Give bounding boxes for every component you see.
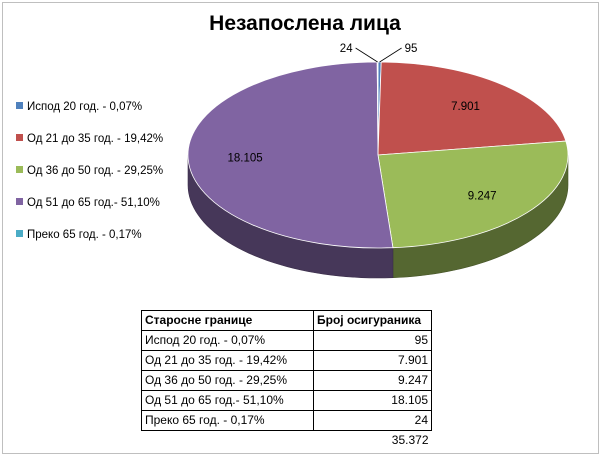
legend-item: Преко 65 год. - 0,17% [16, 228, 142, 242]
legend-swatch [16, 230, 23, 238]
table-row: Преко 65 год. - 0,17% 24 [141, 410, 432, 431]
header-insured-count: Број осигураника [313, 310, 432, 331]
data-label: 18.105 [228, 153, 263, 165]
row-value: 7.901 [313, 350, 432, 371]
legend-swatch [16, 198, 23, 206]
table-header-row: Старосне границе Број осигураника [141, 310, 432, 331]
data-label: 7.901 [451, 101, 480, 113]
row-label: Преко 65 год. - 0,17% [141, 410, 314, 431]
pie-slice [377, 140, 569, 249]
legend-swatch [16, 134, 23, 142]
legend-swatch [16, 102, 23, 110]
legend-swatch [16, 166, 23, 174]
label-leader-line [355, 47, 378, 63]
data-label: 9.247 [468, 190, 497, 202]
table-row: Испод 20 год. - 0,07% 95 [141, 330, 432, 351]
row-value: 24 [313, 410, 432, 431]
row-label: Од 36 до 50 год. - 29,25% [141, 370, 314, 391]
row-value: 95 [313, 330, 432, 351]
legend-item: Од 21 до 35 год. - 19,42% [16, 132, 163, 146]
data-label: 24 [340, 43, 353, 55]
row-label: Испод 20 год. - 0,07% [141, 330, 314, 351]
legend-item: Од 51 до 65 год.- 51,10% [16, 196, 160, 210]
pie-slice [377, 61, 567, 156]
data-label: 95 [405, 43, 418, 55]
legend-label: Од 36 до 50 год. - 29,25% [27, 165, 164, 177]
total-value: 35.372 [391, 433, 429, 447]
legend-label: Испод 20 год. - 0,07% [27, 101, 143, 113]
table-row: Од 21 до 35 год. - 19,42% 7.901 [141, 350, 432, 371]
legend-label: Преко 65 год. - 0,17% [27, 229, 142, 241]
pie-chart: 95 7.901 9.247 18.105 24 [187, 43, 569, 279]
total-label-cell [142, 431, 314, 451]
legend-label: Од 51 до 65 год.- 51,10% [27, 197, 160, 209]
table-row: Од 36 до 50 год. - 29,25% 9.247 [141, 370, 432, 391]
data-table: Старосне границе Број осигураника Испод … [141, 310, 432, 450]
chart-area [2, 2, 599, 454]
legend-item: Од 36 до 50 год. - 29,25% [16, 164, 163, 178]
label-leader-line [379, 47, 402, 63]
row-label: Од 51 до 65 год.- 51,10% [141, 390, 314, 411]
row-value: 9.247 [313, 370, 432, 391]
table-row: Од 51 до 65 год.- 51,10% 18.105 [141, 390, 432, 411]
row-label: Од 21 до 35 год. - 19,42% [141, 350, 314, 371]
header-age-range: Старосне границе [141, 310, 314, 331]
legend-item: Испод 20 год. - 0,07% [16, 100, 142, 114]
legend-label: Од 21 до 35 год. - 19,42% [27, 133, 164, 145]
chart-title: Незапослена лица [209, 12, 401, 35]
pie-slice [187, 61, 394, 249]
table-total-row: 35.372 [142, 431, 432, 451]
row-value: 18.105 [313, 390, 432, 411]
